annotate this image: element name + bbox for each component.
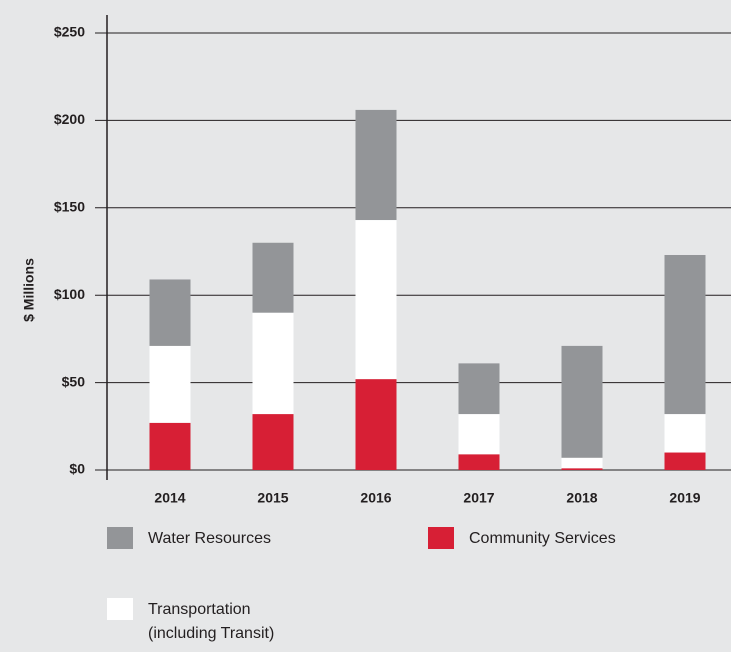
bar-segment	[458, 414, 500, 455]
y-tick-label: $0	[69, 461, 85, 477]
bar-segment	[252, 242, 294, 313]
bar-segment	[561, 345, 603, 458]
bar-segment	[561, 468, 603, 470]
bar-segment	[355, 379, 397, 470]
legend-item: Community Services	[428, 527, 629, 551]
y-tick-label: $250	[54, 24, 85, 40]
bar-segment	[252, 312, 294, 415]
legend-label: Water Resources	[148, 530, 271, 547]
bar-segment	[458, 363, 500, 415]
legend-item: Water Resources	[107, 527, 308, 551]
x-tick-label: 2018	[566, 490, 597, 506]
y-tick-label: $150	[54, 199, 85, 215]
legend-item: Transportation (including Transit)	[107, 598, 308, 646]
legend-label: Transportation (including Transit)	[148, 601, 275, 642]
bar-segment	[664, 254, 706, 415]
y-tick-label: $200	[54, 111, 85, 127]
y-axis-label: $ Millions	[21, 258, 37, 322]
y-tick-label: $100	[54, 286, 85, 302]
x-tick-label: 2017	[463, 490, 494, 506]
bar-segment	[664, 452, 706, 470]
x-tick-label: 2019	[669, 490, 700, 506]
legend-swatch	[107, 527, 133, 549]
x-tick-label: 2016	[360, 490, 391, 506]
bar-segment	[149, 279, 191, 346]
legend-swatch	[107, 598, 133, 620]
bar-segment	[355, 109, 397, 221]
bar-segment	[149, 422, 191, 470]
bar-segment	[252, 414, 294, 470]
bar-segment	[355, 220, 397, 380]
y-tick-label: $50	[62, 373, 86, 389]
x-tick-label: 2014	[154, 490, 185, 506]
bar-segment	[149, 345, 191, 423]
chart: $ Millions $0 $50 $100 $150 $200 $250 2014 2015…	[21, 15, 731, 506]
x-tick-label: 2015	[257, 490, 288, 506]
bar-segment	[458, 454, 500, 470]
bar-segment	[664, 414, 706, 453]
legend-swatch	[428, 527, 454, 549]
bar-segment	[561, 457, 603, 469]
legend-label: Community Services	[469, 530, 616, 547]
